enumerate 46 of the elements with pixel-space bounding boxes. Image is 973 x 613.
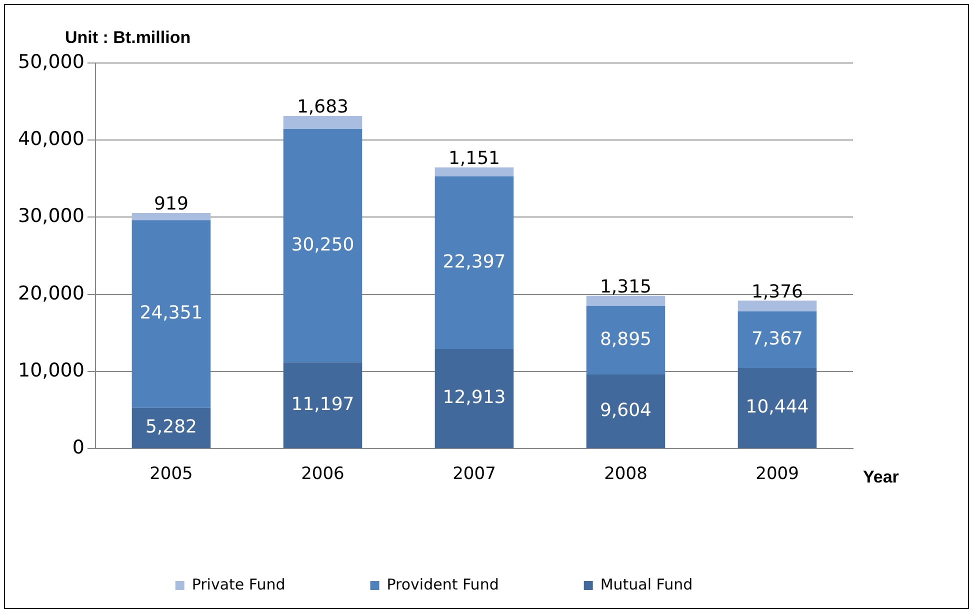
bar <box>283 128 362 362</box>
data-label: 5,282 <box>145 416 197 438</box>
bar <box>283 362 362 448</box>
data-label: 8,895 <box>600 328 652 350</box>
bar <box>586 374 666 448</box>
x-axis-title: Year <box>863 467 900 486</box>
x-tick-label: 2009 <box>756 464 799 484</box>
data-label: 22,397 <box>442 251 506 272</box>
legend-label: Mutual Fund <box>600 575 693 594</box>
data-label: 11,197 <box>291 394 354 415</box>
x-tick-label: 2006 <box>301 464 344 484</box>
data-label: 919 <box>154 194 188 215</box>
bar <box>132 212 211 220</box>
y-tick-label: 40,000 <box>18 128 84 150</box>
data-label: 7,367 <box>751 328 804 350</box>
y-axis-title: Unit : Bt.million <box>65 28 191 48</box>
y-tick-label: 10,000 <box>18 359 84 382</box>
data-label: 1,315 <box>600 276 652 298</box>
bar <box>586 296 666 306</box>
data-label: 30,250 <box>291 234 354 256</box>
data-label: 10,444 <box>746 396 809 418</box>
data-label: 9,604 <box>600 400 652 421</box>
legend-label: Provident Fund <box>386 575 499 594</box>
data-label: 1,376 <box>751 281 804 302</box>
bar <box>434 167 514 176</box>
bar <box>738 368 817 448</box>
x-tick-label: 2008 <box>604 464 648 484</box>
bar <box>434 349 514 448</box>
data-label: 1,151 <box>448 148 500 170</box>
bar <box>738 311 817 368</box>
data-label: 1,683 <box>296 96 349 118</box>
bar <box>738 300 817 312</box>
bar <box>132 408 211 448</box>
bar <box>586 306 666 375</box>
y-tick-label: 20,000 <box>18 282 84 304</box>
data-label: 24,351 <box>140 302 203 324</box>
bar <box>434 176 514 350</box>
x-tick-label: 2005 <box>150 464 193 484</box>
y-tick-label: 0 <box>72 436 84 459</box>
y-tick-label: 50,000 <box>18 50 84 73</box>
data-label: 12,913 <box>442 387 506 408</box>
y-tick-label: 30,000 <box>18 205 84 228</box>
x-tick-label: 2007 <box>452 464 496 484</box>
bar <box>132 220 211 408</box>
bar <box>283 116 362 129</box>
legend-label: Private Fund <box>192 575 286 594</box>
